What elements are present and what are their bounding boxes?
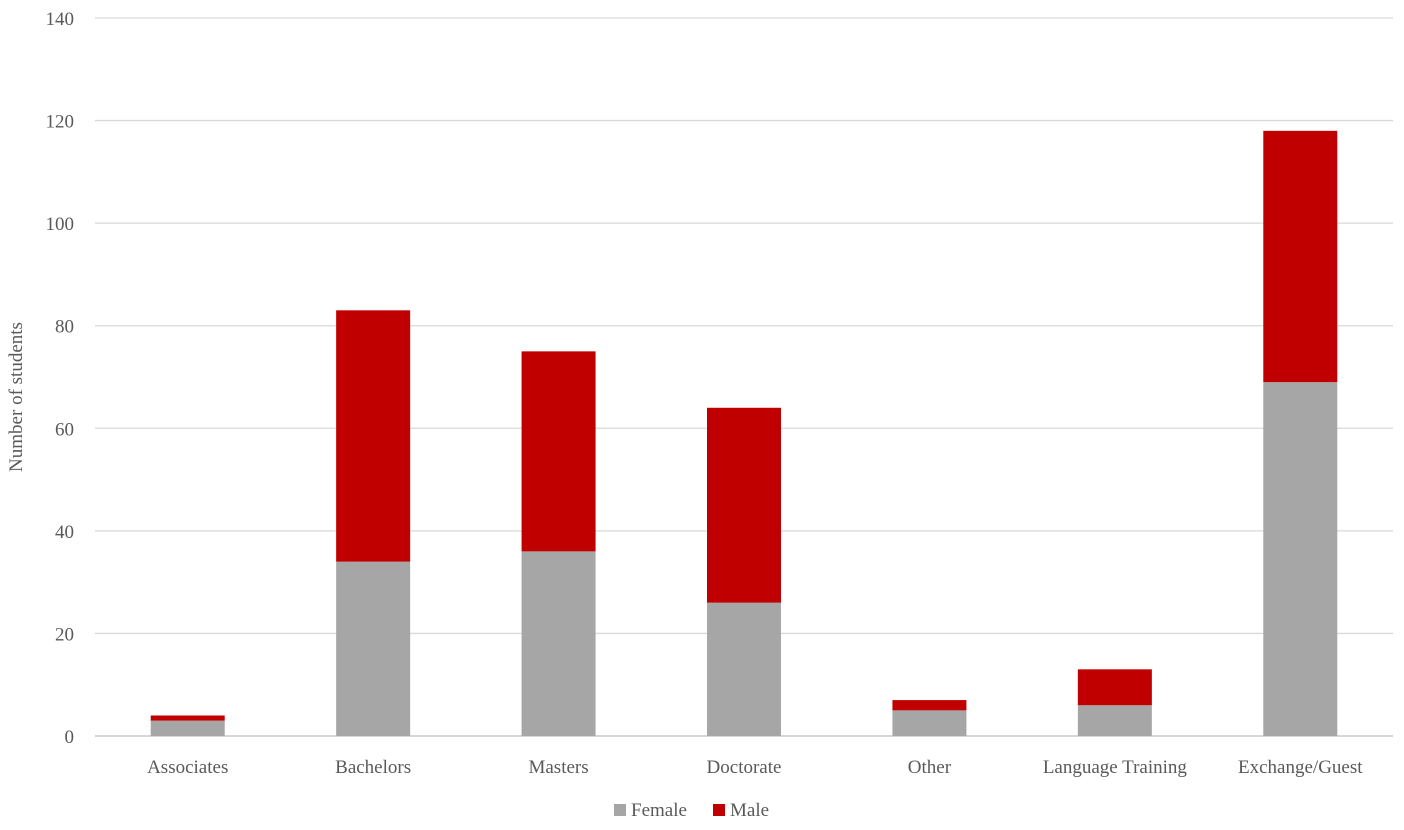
- bar-female-bachelors: [336, 561, 411, 736]
- legend: Female Male: [614, 800, 769, 821]
- bar-male-associates: [150, 715, 225, 721]
- y-tick-label: 120: [46, 112, 75, 133]
- legend-swatch-male: [713, 804, 725, 816]
- bar-female-other: [892, 710, 967, 736]
- x-category-label: Masters: [528, 757, 588, 778]
- bar-female-doctorate: [707, 602, 781, 736]
- x-category-label: Other: [908, 757, 952, 778]
- y-tick-label: 40: [55, 522, 74, 543]
- x-category-label: Doctorate: [707, 757, 782, 778]
- bar-female-exchange-guest: [1263, 382, 1338, 736]
- bar-male-other: [892, 700, 967, 711]
- x-axis-category-labels: Associates Bachelors Masters Doctorate Other…: [147, 757, 1363, 778]
- y-axis-tick-labels: 0 20 40 60 80 100 120 140: [46, 9, 75, 748]
- y-tick-label: 0: [65, 727, 75, 748]
- y-tick-label: 100: [46, 214, 75, 235]
- bar-male-masters: [521, 351, 596, 552]
- y-axis-title: Number of students: [6, 322, 27, 472]
- legend-swatch-female: [614, 804, 626, 816]
- bar-female-language-training: [1077, 705, 1152, 736]
- legend-label-female: Female: [631, 800, 687, 821]
- bar-male-language-training: [1077, 669, 1152, 706]
- bar-male-doctorate: [707, 407, 781, 603]
- bar-female-masters: [521, 551, 596, 736]
- bar-male-bachelors: [336, 310, 411, 562]
- bars: [150, 130, 1338, 736]
- legend-label-male: Male: [730, 800, 769, 821]
- y-tick-label: 20: [55, 624, 74, 645]
- bar-female-associates: [150, 720, 225, 736]
- x-category-label: Associates: [147, 757, 228, 778]
- y-tick-label: 60: [55, 419, 74, 440]
- x-category-label: Language Training: [1043, 757, 1188, 778]
- y-tick-label: 80: [55, 317, 74, 338]
- bar-male-exchange-guest: [1263, 130, 1338, 383]
- x-category-label: Exchange/Guest: [1238, 757, 1363, 778]
- x-category-label: Bachelors: [335, 757, 411, 778]
- y-tick-label: 140: [46, 9, 75, 30]
